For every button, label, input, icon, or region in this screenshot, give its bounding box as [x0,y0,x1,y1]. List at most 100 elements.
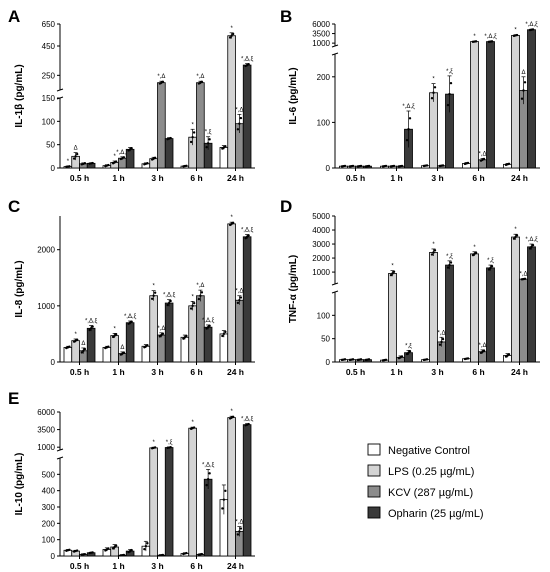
bar [149,447,158,557]
bar [110,335,119,363]
data-point [68,548,71,551]
data-point [238,299,241,302]
y-tick-label: 1000 [312,268,330,277]
panel-label: B [280,7,292,26]
y-tick-label: 100 [317,311,331,320]
bar [164,447,174,557]
data-point [408,117,412,120]
data-point [432,251,435,254]
legend-swatch [367,506,381,519]
panel-label: E [8,389,19,408]
x-tick-label: 1 h [112,561,124,571]
y-tick-label: 3000 [312,240,330,249]
data-point [449,261,453,264]
data-point [122,351,126,354]
legend-label: Opharin (25 µg/mL) [388,508,484,520]
panel-label: A [8,7,20,26]
bar [86,327,96,363]
data-point [75,152,79,156]
significance-label: * [113,326,116,332]
significance-label: * [514,28,517,34]
x-tick-label: 1 h [390,367,402,377]
data-point [430,97,434,100]
x-tick-label: 6 h [472,367,484,377]
significance-label: Δ [120,345,124,351]
significance-label: Δ [521,70,525,76]
data-point [482,157,486,161]
axis-break-mark [331,282,339,286]
bar [429,92,438,169]
y-tick-label: 6000 [312,20,330,29]
bar [203,478,213,557]
data-point [367,164,371,168]
data-point [512,237,516,240]
bar [242,236,252,363]
data-point [91,551,94,554]
data-point [425,358,429,361]
data-point [446,103,450,107]
data-point [507,162,511,166]
data-point [91,161,94,165]
panel-d: D TNF-α (pg/mL) 0 50 100 1000 2000 3000 4000 5000… [280,197,540,377]
data-point [166,303,169,307]
y-tick-label: 200 [317,73,331,82]
significance-label: *,Δ [235,107,243,113]
bar [141,345,151,363]
bar [227,35,236,169]
data-point [400,164,404,168]
y-tick-label: 2000 [312,254,330,263]
data-point [236,301,240,305]
data-point [153,446,157,449]
data-point [343,358,347,361]
y-tick-label: 300 [42,503,56,512]
data-point [515,234,519,237]
data-point [247,422,250,426]
significance-label: *,Δ [157,74,165,80]
y-tick-label: 100 [317,118,331,127]
y-tick-label: 0 [326,164,331,173]
data-point [185,551,188,555]
data-point [153,156,157,160]
significance-label: *,Δ [437,330,445,336]
data-point [408,350,412,353]
data-point [113,545,116,549]
x-tick-label: 24 h [227,561,244,571]
x-tick-label: 3 h [151,367,163,377]
bar [219,147,229,169]
x-tick-label: 3 h [151,561,163,571]
data-point [440,340,443,344]
x-tick-label: 6 h [190,173,202,183]
data-point [391,272,394,275]
y-tick-label: 5000 [312,212,330,221]
data-point [114,333,118,336]
data-point [82,349,85,352]
data-point [247,62,250,66]
x-tick-label: 6 h [190,367,202,377]
axis-break-mark [331,52,339,56]
y-tick-label: 0 [51,164,56,173]
data-point [430,253,434,256]
data-point [224,145,227,148]
y-tick-label: 400 [42,487,56,496]
panel-label: D [280,197,292,216]
x-tick-label: 0.5 h [70,561,89,571]
significance-label: *,Δ,ξ [163,293,176,299]
bar [429,252,438,363]
data-point [238,530,241,533]
data-point [222,498,226,501]
bar [63,346,73,363]
bar [203,326,213,363]
bar [196,295,205,363]
x-tick-label: 3 h [151,173,163,183]
data-point [88,328,91,332]
data-point [490,40,494,43]
significance-label: Δ [74,146,78,152]
bar [102,346,112,363]
x-tick-label: 24 h [511,367,528,377]
x-tick-label: 24 h [227,367,244,377]
bar [388,273,397,363]
bar [486,267,495,363]
y-tick-label: 1000 [37,302,55,311]
data-point [449,81,453,85]
data-point [200,80,204,83]
